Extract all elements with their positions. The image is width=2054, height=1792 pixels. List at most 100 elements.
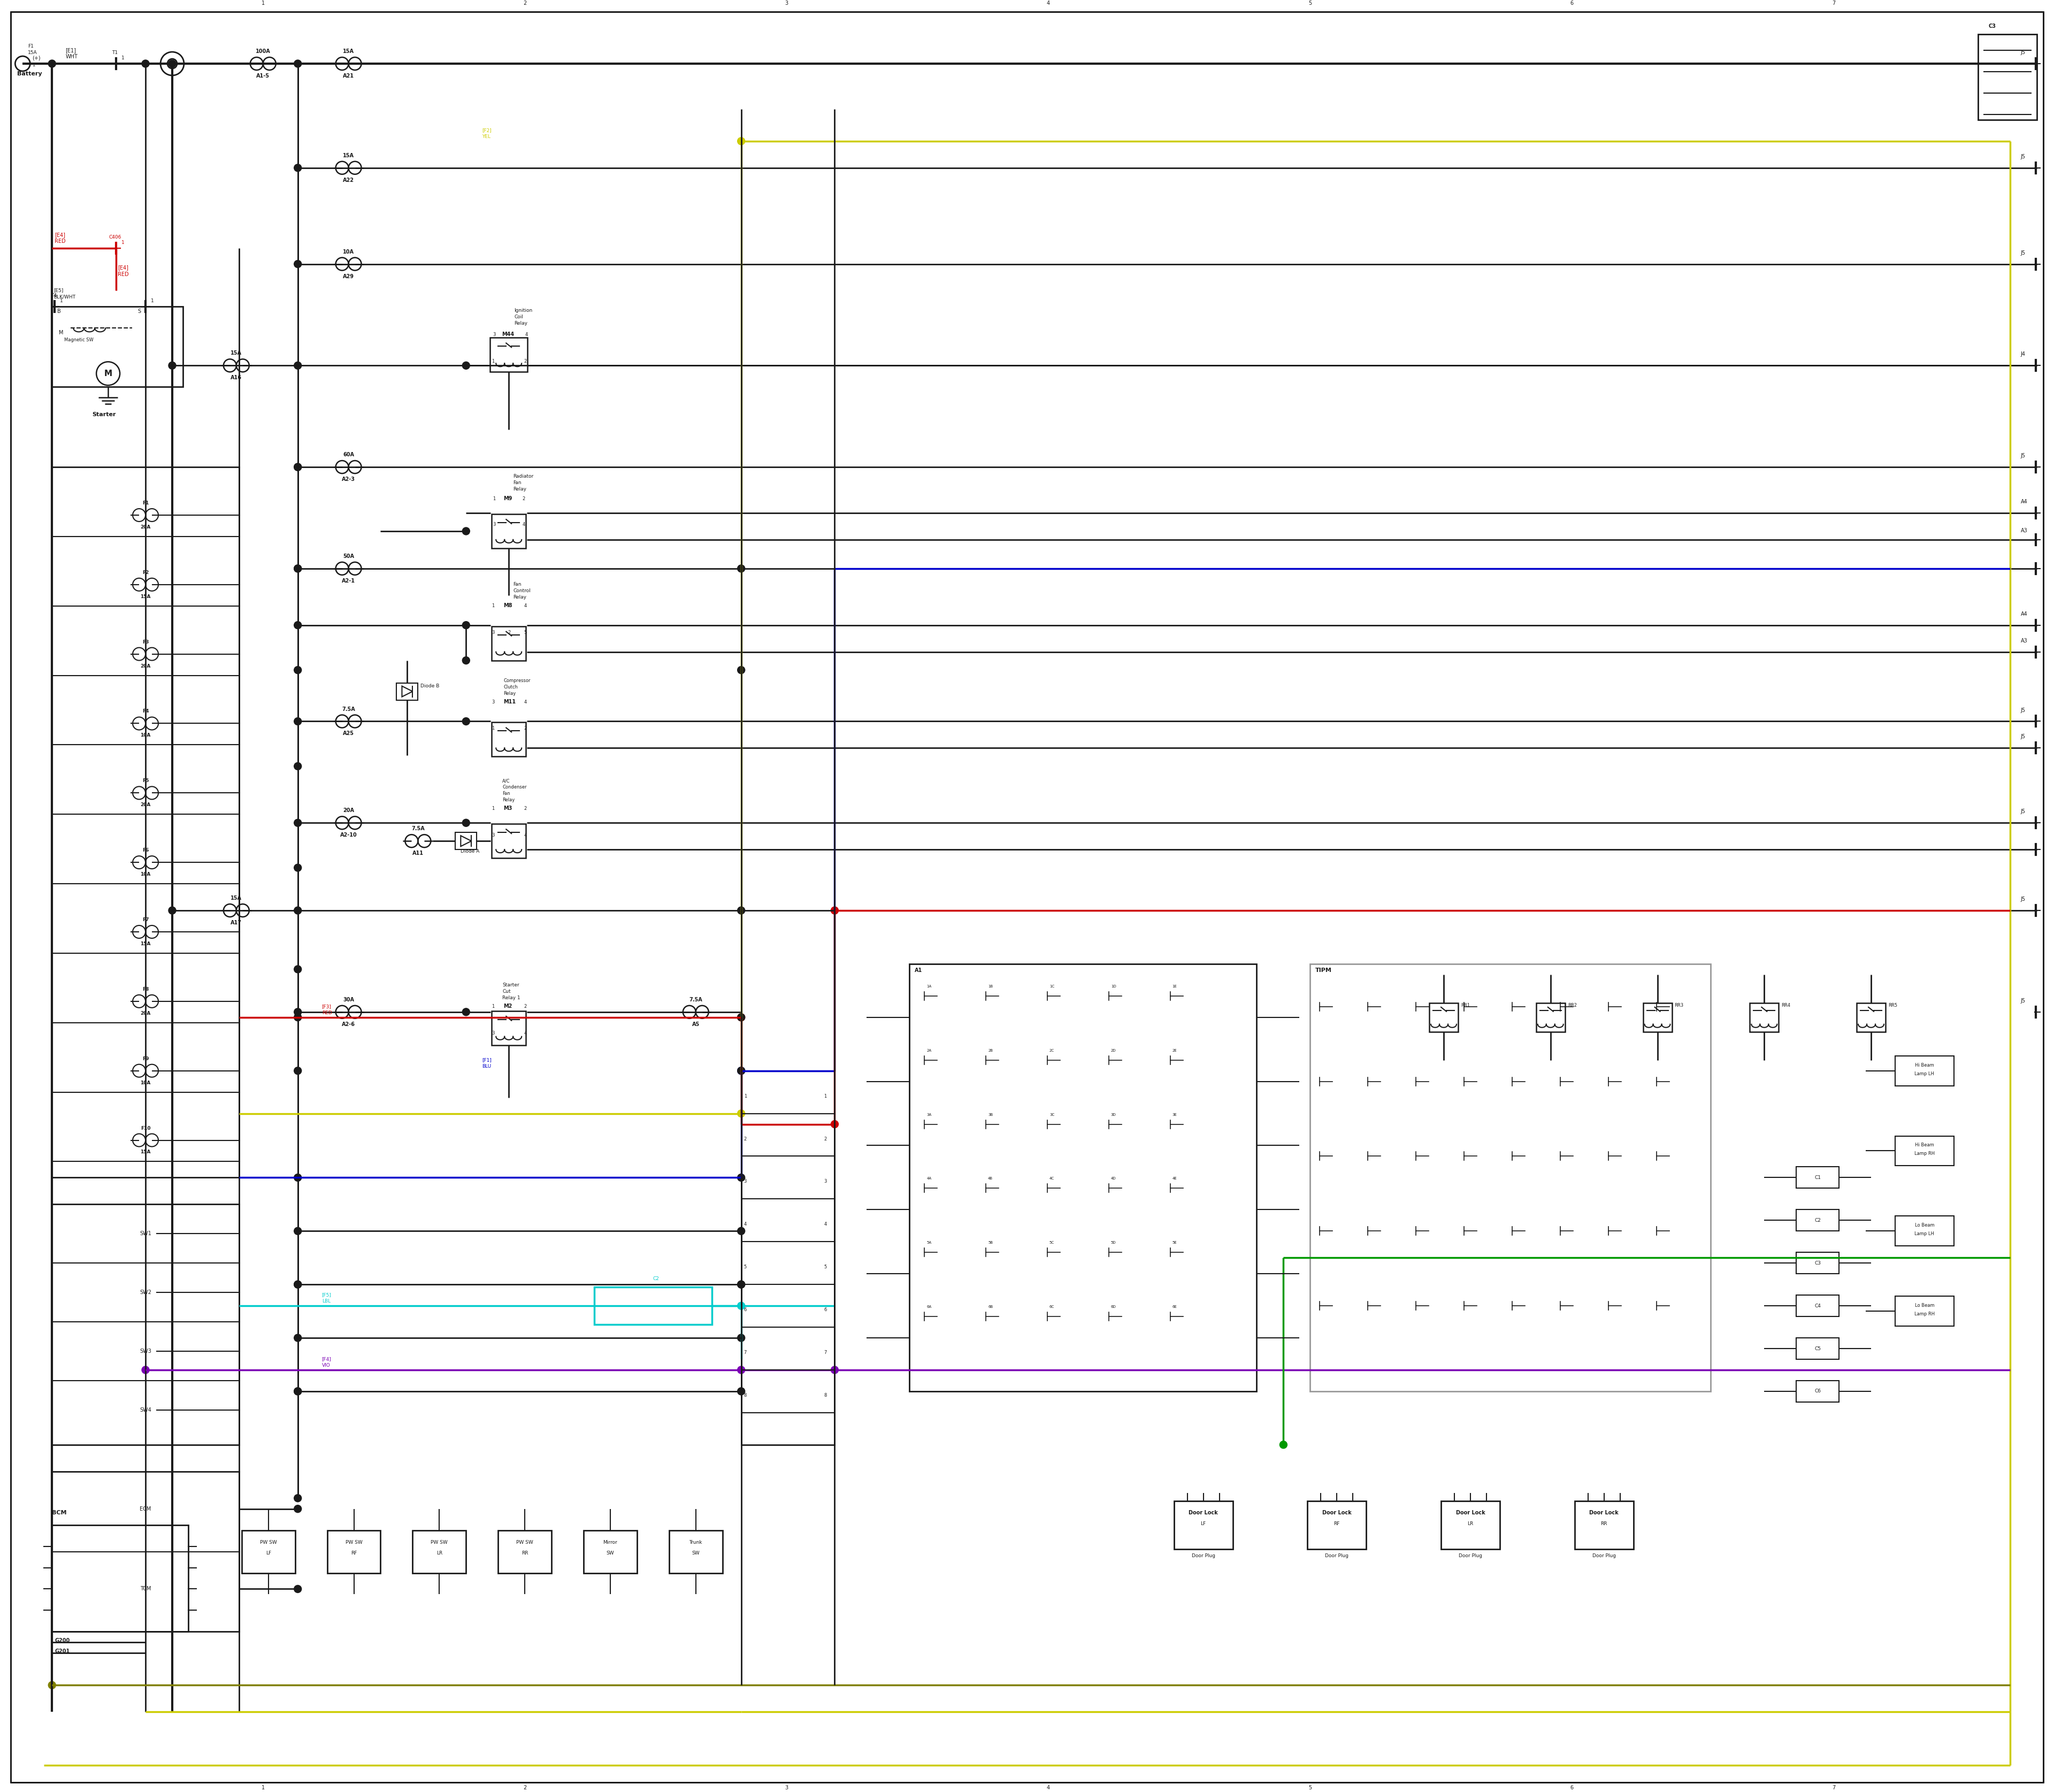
Text: 3D: 3D [1111, 1113, 1115, 1116]
Text: Lo Beam: Lo Beam [1914, 1222, 1935, 1228]
Text: Relay: Relay [503, 797, 516, 803]
Text: J5: J5 [2021, 708, 2025, 713]
Text: 15A: 15A [140, 941, 150, 946]
Text: RF: RF [351, 1550, 357, 1555]
Text: [E5]: [E5] [53, 289, 64, 292]
Circle shape [294, 59, 302, 68]
Bar [491, 514, 526, 548]
Text: A1-5: A1-5 [257, 73, 269, 79]
Text: C1: C1 [1814, 1176, 1822, 1179]
Circle shape [49, 1681, 55, 1688]
Text: Cut: Cut [503, 989, 511, 995]
Text: A25: A25 [343, 731, 353, 737]
Text: Door Plug: Door Plug [1592, 1554, 1616, 1557]
Text: 3A: 3A [926, 1113, 933, 1116]
Text: 1: 1 [491, 358, 495, 364]
Text: 5A: 5A [926, 1242, 930, 1244]
Text: 5: 5 [744, 1265, 748, 1269]
Text: RED: RED [117, 271, 129, 276]
Text: 3: 3 [493, 332, 495, 337]
Text: 1: 1 [121, 56, 125, 61]
Text: 100A: 100A [255, 48, 271, 54]
Text: 2: 2 [524, 726, 526, 731]
Bar [1536, 1004, 1565, 1032]
Text: 4: 4 [524, 833, 526, 839]
Text: 5: 5 [1308, 0, 1313, 5]
Circle shape [168, 362, 177, 369]
Text: BLK/WHT: BLK/WHT [53, 294, 76, 299]
Text: 3: 3 [491, 631, 495, 634]
Text: YEL: YEL [483, 134, 491, 140]
Text: [F3]: [F3] [322, 1004, 331, 1009]
Circle shape [832, 907, 838, 914]
Text: 6A: 6A [926, 1305, 933, 1308]
Text: 50A: 50A [343, 554, 353, 559]
Bar [583, 1530, 637, 1573]
Text: 4: 4 [526, 332, 528, 337]
Text: Relay 1: Relay 1 [503, 995, 520, 1000]
Text: C406: C406 [109, 235, 121, 240]
Circle shape [294, 966, 302, 973]
Text: A4: A4 [2021, 611, 2027, 616]
Text: M11: M11 [503, 699, 516, 704]
Bar [491, 625, 526, 661]
Text: 8: 8 [824, 1392, 828, 1398]
Text: A22: A22 [343, 177, 353, 183]
Text: A5: A5 [692, 1021, 700, 1027]
Circle shape [294, 1009, 302, 1016]
Text: A29: A29 [343, 274, 353, 280]
Text: 1: 1 [493, 496, 495, 502]
Text: Door Plug: Door Plug [1191, 1554, 1216, 1557]
Bar [1175, 1502, 1232, 1548]
Bar [491, 1011, 526, 1045]
Text: Relay: Relay [514, 595, 526, 600]
Text: 30A: 30A [343, 996, 353, 1002]
Text: 20A: 20A [343, 808, 353, 814]
Bar [413, 1530, 466, 1573]
Text: RR2: RR2 [1567, 1004, 1577, 1007]
Text: SW2: SW2 [140, 1290, 152, 1296]
Text: T4: T4 [51, 294, 58, 297]
Text: SW3: SW3 [140, 1349, 152, 1355]
Text: Battery: Battery [16, 72, 43, 77]
Circle shape [294, 819, 302, 826]
Bar [741, 1072, 834, 1444]
Text: M8: M8 [503, 602, 511, 607]
Text: A3: A3 [2021, 529, 2027, 534]
Circle shape [168, 907, 177, 914]
Text: 4: 4 [744, 1222, 748, 1228]
Circle shape [1280, 1441, 1288, 1448]
Text: F4: F4 [142, 710, 148, 713]
Text: G200: G200 [55, 1638, 70, 1643]
Text: 15A: 15A [343, 48, 353, 54]
Circle shape [462, 819, 470, 826]
Text: 4B: 4B [988, 1177, 992, 1181]
Circle shape [294, 622, 302, 629]
Text: C3: C3 [1988, 23, 1996, 29]
Text: Door Lock: Door Lock [1323, 1511, 1352, 1516]
Text: 15A: 15A [140, 595, 150, 599]
Text: 1E: 1E [1173, 986, 1177, 987]
Bar [670, 1530, 723, 1573]
Text: LR: LR [1467, 1521, 1473, 1527]
Circle shape [294, 1586, 302, 1593]
Bar [456, 833, 477, 849]
Text: LR: LR [435, 1550, 442, 1555]
Circle shape [294, 165, 302, 172]
Text: Lo Beam: Lo Beam [1914, 1303, 1935, 1308]
Text: 1: 1 [824, 1093, 828, 1098]
Bar [242, 1530, 296, 1573]
Bar [594, 1287, 713, 1324]
Circle shape [294, 564, 302, 572]
Circle shape [737, 1066, 746, 1075]
Text: 6E: 6E [1173, 1305, 1177, 1308]
Text: ECM: ECM [140, 1505, 152, 1511]
Text: 1B: 1B [988, 986, 992, 987]
Bar [1750, 1004, 1779, 1032]
Text: 20A: 20A [140, 803, 150, 808]
Bar [1643, 1004, 1672, 1032]
Text: 5D: 5D [1111, 1242, 1115, 1244]
Text: Magnetic SW: Magnetic SW [64, 337, 94, 342]
Text: J5: J5 [2021, 998, 2025, 1004]
Text: 7: 7 [1832, 1785, 1836, 1790]
